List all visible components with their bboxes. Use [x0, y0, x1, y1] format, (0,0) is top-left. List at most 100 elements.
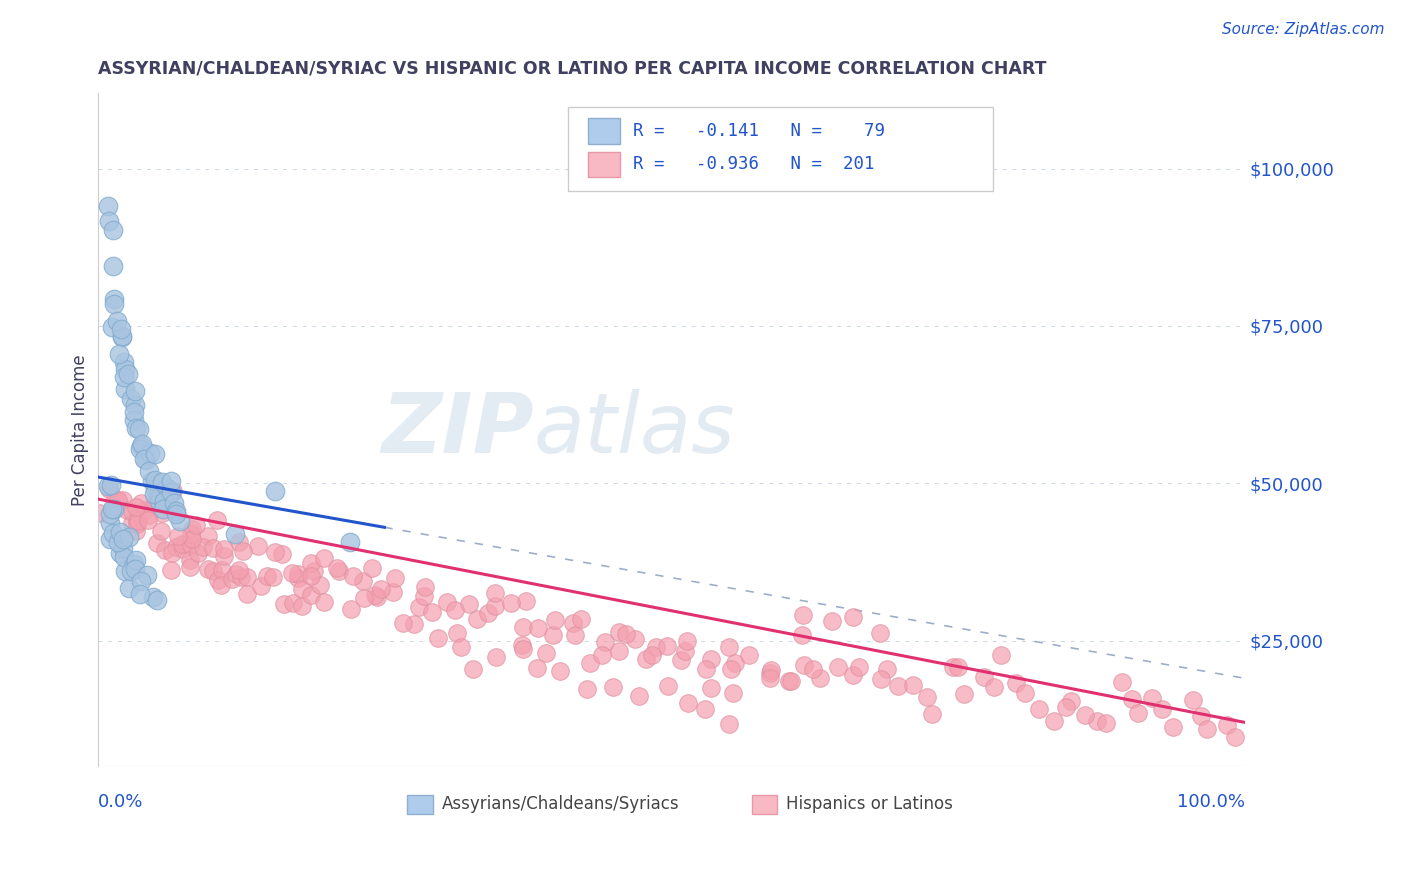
- Y-axis label: Per Capita Income: Per Capita Income: [72, 354, 89, 506]
- Point: [778, 673, 800, 688]
- Point: [1128, 706, 1150, 720]
- Point: [287, 571, 309, 585]
- Point: [1161, 720, 1184, 734]
- Point: [291, 582, 314, 597]
- Point: [228, 563, 250, 577]
- Point: [172, 537, 194, 551]
- Point: [869, 626, 891, 640]
- Point: [328, 564, 350, 578]
- Point: [111, 330, 134, 344]
- Point: [420, 605, 443, 619]
- Point: [446, 626, 468, 640]
- Point: [808, 671, 831, 685]
- Point: [591, 648, 613, 663]
- Point: [673, 644, 696, 658]
- Point: [827, 660, 849, 674]
- Point: [201, 541, 224, 555]
- Point: [112, 355, 135, 369]
- Point: [124, 405, 146, 419]
- Point: [136, 512, 159, 526]
- Point: [125, 553, 148, 567]
- Point: [127, 514, 149, 528]
- Point: [408, 599, 430, 614]
- Point: [759, 665, 782, 680]
- Point: [384, 571, 406, 585]
- Point: [187, 545, 209, 559]
- Bar: [752, 795, 778, 814]
- Point: [645, 640, 668, 654]
- Point: [153, 494, 176, 508]
- Point: [450, 640, 472, 655]
- Point: [247, 539, 270, 553]
- Point: [792, 608, 814, 623]
- Text: R =   -0.141   N =    79: R = -0.141 N = 79: [634, 121, 886, 140]
- Point: [990, 648, 1012, 663]
- Point: [145, 474, 167, 488]
- FancyBboxPatch shape: [568, 106, 993, 191]
- Point: [180, 527, 202, 541]
- Point: [325, 561, 347, 575]
- Point: [1073, 707, 1095, 722]
- Point: [283, 596, 305, 610]
- Point: [821, 614, 844, 628]
- Point: [197, 529, 219, 543]
- Point: [1059, 694, 1081, 708]
- Point: [717, 717, 740, 731]
- Point: [96, 479, 118, 493]
- Point: [125, 421, 148, 435]
- Point: [180, 532, 202, 546]
- Point: [541, 628, 564, 642]
- Point: [212, 549, 235, 563]
- Point: [232, 544, 254, 558]
- Point: [153, 490, 176, 504]
- Point: [561, 616, 583, 631]
- Point: [921, 706, 943, 721]
- Point: [209, 578, 232, 592]
- Point: [948, 660, 970, 674]
- Point: [342, 568, 364, 582]
- Point: [693, 702, 716, 716]
- Point: [179, 560, 201, 574]
- Text: Assyrians/Chaldeans/Syriacs: Assyrians/Chaldeans/Syriacs: [441, 795, 679, 814]
- Point: [103, 502, 125, 516]
- Point: [191, 540, 214, 554]
- Point: [614, 626, 637, 640]
- Point: [211, 563, 233, 577]
- Point: [149, 524, 172, 539]
- Point: [458, 597, 481, 611]
- Point: [165, 507, 187, 521]
- Point: [97, 214, 120, 228]
- Point: [202, 564, 225, 578]
- Point: [121, 516, 143, 530]
- Point: [146, 487, 169, 501]
- Point: [107, 535, 129, 549]
- Point: [124, 500, 146, 515]
- Point: [436, 595, 458, 609]
- Point: [179, 553, 201, 567]
- Point: [184, 518, 207, 533]
- Point: [111, 541, 134, 555]
- Point: [236, 570, 259, 584]
- Point: [842, 668, 865, 682]
- Point: [973, 670, 995, 684]
- Point: [134, 451, 156, 466]
- Point: [124, 557, 146, 571]
- Point: [125, 524, 148, 538]
- Point: [512, 642, 534, 657]
- Point: [150, 506, 173, 520]
- Point: [1189, 708, 1212, 723]
- Point: [484, 586, 506, 600]
- Point: [1111, 675, 1133, 690]
- Point: [671, 653, 693, 667]
- Point: [942, 660, 965, 674]
- Text: 0.0%: 0.0%: [97, 793, 143, 812]
- Point: [124, 413, 146, 427]
- Point: [382, 585, 405, 599]
- Point: [111, 532, 134, 546]
- Point: [339, 534, 361, 549]
- Point: [291, 599, 314, 613]
- Point: [779, 674, 801, 689]
- Point: [174, 537, 197, 551]
- Point: [159, 563, 181, 577]
- Point: [848, 660, 870, 674]
